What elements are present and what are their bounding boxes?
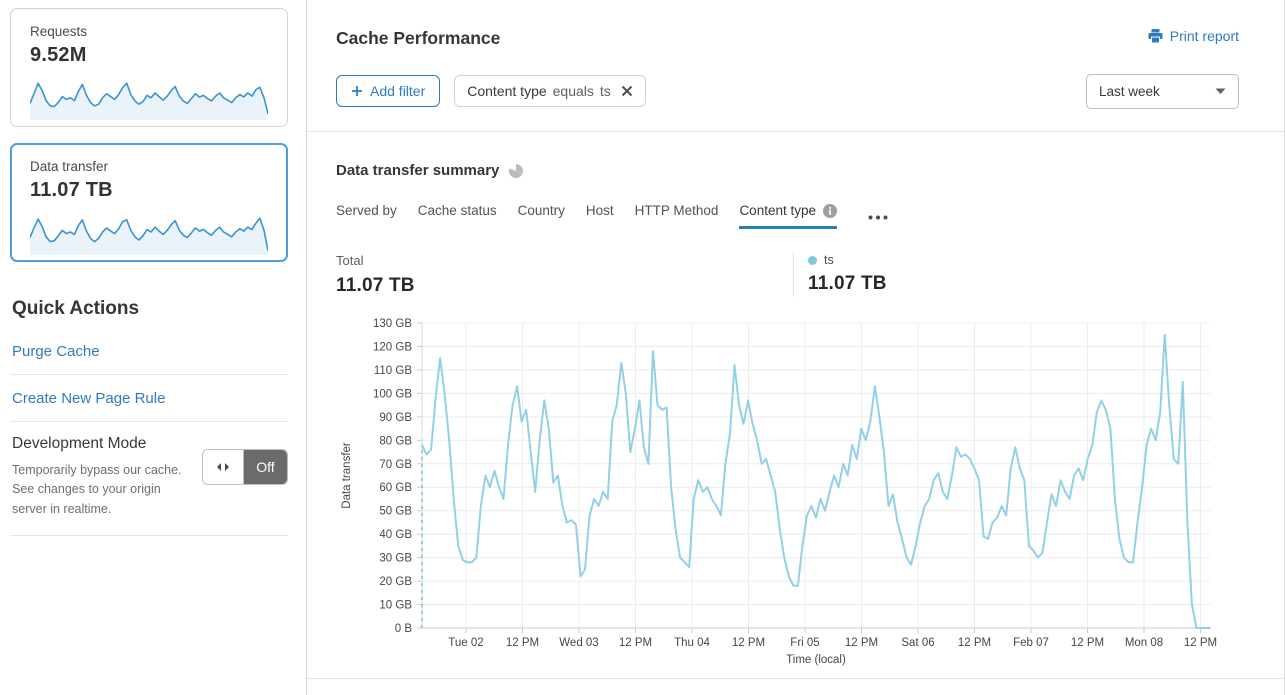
series-legend-value: 11.07 TB — [808, 273, 887, 294]
totals-row: Total 11.07 TB ts 11.07 TB — [336, 253, 1284, 297]
svg-text:12 PM: 12 PM — [506, 637, 539, 649]
toggle-state-label: Off — [244, 450, 287, 484]
total-label: Total — [336, 253, 364, 268]
page-title: Cache Performance — [336, 28, 501, 48]
svg-text:12 PM: 12 PM — [732, 637, 765, 649]
summary-title: Data transfer summary — [336, 162, 500, 179]
divider — [10, 421, 288, 422]
main-content: Cache Performance Print report Add filte… — [307, 0, 1285, 695]
svg-text:Data transfer: Data transfer — [341, 442, 353, 509]
tab-content-type[interactable]: Content type — [739, 203, 837, 229]
svg-text:80 GB: 80 GB — [379, 435, 412, 447]
metric-value-requests: 9.52M — [30, 44, 87, 66]
svg-text:130 GB: 130 GB — [373, 318, 412, 330]
development-mode-section: Development Mode Temporarily bypass our … — [12, 422, 288, 535]
tab-content-type-label: Content type — [739, 203, 816, 218]
tab-country[interactable]: Country — [517, 203, 565, 218]
purge-cache-link[interactable]: Purge Cache — [12, 343, 100, 360]
toggle-arrows-icon — [217, 463, 229, 471]
filter-chip-value: ts — [599, 83, 611, 99]
add-filter-button[interactable]: Add filter — [336, 75, 441, 107]
metric-label-data-transfer: Data transfer — [30, 159, 109, 174]
filter-chip-operator: equals — [552, 83, 594, 99]
section-divider — [307, 131, 1284, 132]
divider — [10, 535, 288, 537]
svg-text:70 GB: 70 GB — [379, 459, 412, 471]
sidebar: Requests 9.52M Data transfer 11.07 TB Qu… — [0, 0, 307, 695]
svg-text:12 PM: 12 PM — [958, 637, 991, 649]
total-value: 11.07 TB — [336, 275, 415, 296]
svg-text:30 GB: 30 GB — [379, 553, 412, 565]
requests-sparkline — [30, 75, 268, 120]
svg-text:100 GB: 100 GB — [373, 388, 412, 400]
svg-text:90 GB: 90 GB — [379, 412, 412, 424]
svg-text:0 B: 0 B — [395, 623, 413, 635]
metric-value-data-transfer: 11.07 TB — [30, 179, 113, 201]
create-page-rule-link[interactable]: Create New Page Rule — [12, 390, 166, 407]
summary-tabs: Served by Cache status Country Host HTTP… — [336, 203, 1284, 229]
series-legend-name: ts — [824, 253, 834, 267]
add-filter-label: Add filter — [370, 83, 426, 99]
development-mode-toggle[interactable]: Off — [202, 449, 288, 485]
pie-chart-icon — [509, 163, 524, 178]
section-divider — [307, 678, 1284, 679]
svg-text:60 GB: 60 GB — [379, 482, 412, 494]
time-range-select[interactable]: Last week — [1086, 74, 1239, 109]
chevron-down-icon — [1215, 88, 1226, 94]
filter-chip-field: Content type — [467, 83, 547, 99]
svg-text:Time (local): Time (local) — [786, 654, 846, 666]
svg-text:Mon 08: Mon 08 — [1125, 637, 1163, 649]
tab-served-by[interactable]: Served by — [336, 203, 397, 218]
more-tabs-button[interactable] — [868, 203, 888, 223]
metric-card-requests[interactable]: Requests 9.52M — [10, 8, 288, 127]
data-transfer-summary-section: Data transfer summary Served by Cache st… — [307, 132, 1284, 673]
svg-text:110 GB: 110 GB — [374, 365, 412, 377]
tab-cache-status[interactable]: Cache status — [417, 203, 497, 218]
svg-text:40 GB: 40 GB — [379, 529, 412, 541]
data-transfer-chart[interactable]: 0 B 10 GB 20 GB 30 GB 40 GB 50 GB 60 GB 70 GB 80… — [336, 310, 1284, 673]
svg-text:12 PM: 12 PM — [1184, 637, 1217, 649]
svg-text:120 GB: 120 GB — [373, 341, 412, 353]
svg-text:Sat 06: Sat 06 — [901, 637, 934, 649]
printer-icon — [1148, 29, 1163, 43]
print-report-button[interactable]: Print report — [1148, 28, 1239, 44]
metric-label-requests: Requests — [30, 24, 88, 39]
print-report-label: Print report — [1169, 28, 1239, 44]
svg-text:Feb 07: Feb 07 — [1013, 637, 1049, 649]
svg-text:Fri 05: Fri 05 — [790, 637, 819, 649]
svg-text:12 PM: 12 PM — [845, 637, 878, 649]
svg-text:50 GB: 50 GB — [379, 506, 412, 518]
svg-text:20 GB: 20 GB — [379, 576, 412, 588]
series-legend-dot — [808, 255, 817, 265]
data-transfer-sparkline — [30, 210, 268, 255]
svg-text:Tue 02: Tue 02 — [448, 637, 483, 649]
remove-filter-icon[interactable] — [621, 85, 633, 97]
quick-actions-title: Quick Actions — [12, 298, 140, 319]
svg-text:12 PM: 12 PM — [1071, 637, 1104, 649]
divider — [10, 374, 288, 375]
info-icon[interactable] — [823, 203, 837, 218]
svg-text:10 GB: 10 GB — [379, 600, 412, 612]
data-transfer-chart-svg: 0 B 10 GB 20 GB 30 GB 40 GB 50 GB 60 GB 70 GB 80… — [341, 318, 1217, 666]
tab-http-method[interactable]: HTTP Method — [634, 203, 719, 218]
development-mode-title: Development Mode — [12, 435, 147, 452]
svg-text:Wed 03: Wed 03 — [559, 637, 598, 649]
filter-chip: Content type equals ts — [454, 75, 646, 107]
plus-icon — [352, 86, 362, 96]
svg-text:12 PM: 12 PM — [619, 637, 652, 649]
development-mode-description: Temporarily bypass our cache. See change… — [12, 463, 182, 516]
metric-card-data-transfer[interactable]: Data transfer 11.07 TB — [10, 143, 288, 262]
time-range-value: Last week — [1099, 84, 1160, 99]
svg-text:Thu 04: Thu 04 — [674, 637, 710, 649]
tab-host[interactable]: Host — [585, 203, 614, 218]
